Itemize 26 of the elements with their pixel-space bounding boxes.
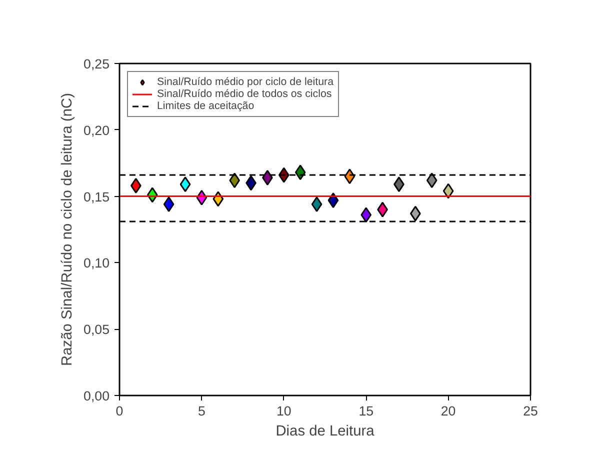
y-tick-label: 0,15 [84,189,110,204]
y-tick-label: 0,10 [84,256,110,271]
point [163,196,174,212]
point [180,176,191,192]
legend-label: Limites de aceitação [157,100,254,112]
legend-label: Sinal/Ruído médio de todos os ciclos [157,88,332,100]
point [426,172,438,188]
y-tick-label: 0,05 [84,322,110,338]
x-tick-label: 20 [440,404,456,418]
x-tick-label: 0 [116,404,124,418]
point [360,207,372,223]
point [344,168,356,184]
point [328,192,339,208]
y-tick-label: 0,20 [84,122,110,138]
legend-label: Sinal/Ruído médio por ciclo de leitura [157,76,334,88]
x-axis-title: Dias de Leitura [276,424,376,440]
point [294,164,306,180]
y-tick-label: 0,00 [84,388,110,404]
y-tick-label: 0,25 [84,56,110,72]
x-tick-label: 15 [358,404,374,418]
y-axis-title: Razão Sinal/Ruído no ciclo de leitura (nC) [60,93,76,366]
x-tick-label: 25 [523,404,538,418]
x-tick-label: 10 [276,404,292,418]
x-tick-label: 5 [198,404,206,418]
point [311,196,322,212]
point [442,183,454,199]
